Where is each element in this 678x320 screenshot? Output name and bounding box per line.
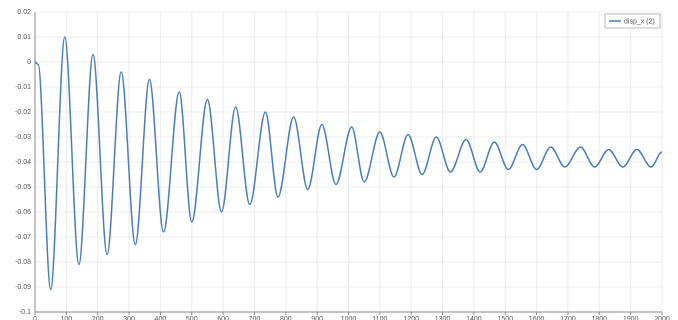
x-tick-label: 600	[217, 316, 229, 320]
x-tick-label: 900	[311, 316, 323, 320]
x-tick-label: 1600	[529, 316, 545, 320]
x-tick-label: 1700	[560, 316, 576, 320]
x-tick-label: 700	[249, 316, 261, 320]
y-tick-label: -0.07	[15, 234, 31, 241]
x-tick-label: 1000	[341, 316, 357, 320]
y-tick-label: -0.1	[19, 309, 31, 316]
x-tick-label: 0	[33, 316, 37, 320]
x-tick-label: 1200	[403, 316, 419, 320]
y-tick-label: -0.04	[15, 159, 31, 166]
x-tick-label: 800	[280, 316, 292, 320]
y-tick-label: -0.02	[15, 109, 31, 116]
x-tick-label: 200	[92, 316, 104, 320]
x-tick-label: 100	[61, 316, 73, 320]
y-tick-label: -0.08	[15, 259, 31, 266]
x-tick-label: 1100	[372, 316, 387, 320]
legend-box	[604, 13, 661, 29]
y-tick-label: -0.06	[15, 209, 31, 216]
x-tick-label: 1500	[497, 316, 513, 320]
x-tick-label: 2000	[654, 316, 670, 320]
y-tick-label: 0.01	[17, 34, 31, 41]
legend-label: disp_x (2)	[624, 18, 655, 25]
x-tick-label: 1400	[466, 316, 482, 320]
x-tick-label: 1900	[623, 316, 639, 320]
line	[34, 36, 663, 291]
y-tick-label: -0.05	[15, 184, 31, 191]
x-tick-label: 1800	[592, 316, 608, 320]
y-tick-label: 0	[27, 59, 31, 66]
x-tick-label: 1300	[435, 316, 451, 320]
y-tick-label: -0.09	[15, 284, 31, 291]
y-tick-label: -0.01	[15, 84, 31, 91]
x-tick-label: 300	[123, 316, 135, 320]
y-tick-label: 0.02	[17, 9, 31, 16]
y-tick-label: -0.03	[15, 134, 31, 141]
x-tick-label: 500	[186, 316, 198, 320]
x-tick-label: 400	[155, 316, 167, 320]
